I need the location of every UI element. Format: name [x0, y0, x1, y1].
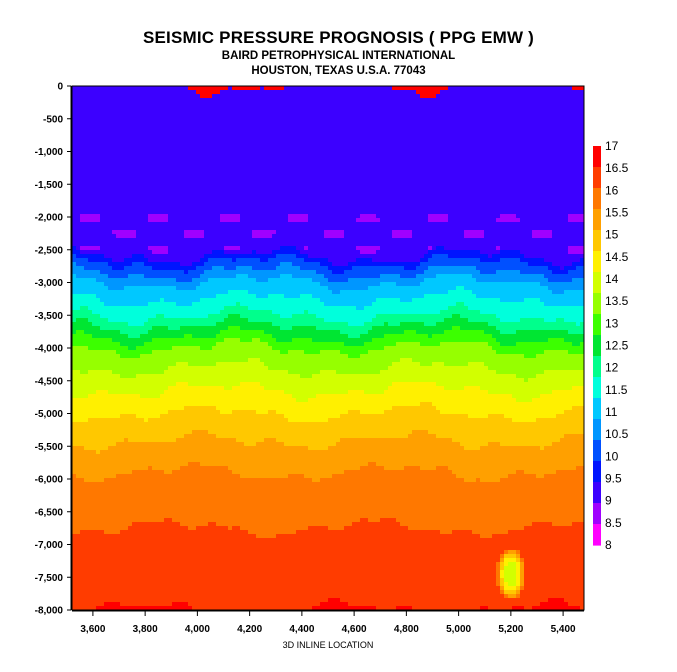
colorbar-label: 10.5	[605, 427, 629, 441]
colorbar-swatch	[593, 419, 601, 441]
y-axis: 0 -500 -1,000 -1,500 -2,000 -2,500 -3,000 -3,50…	[35, 82, 72, 617]
colorbar-swatch	[593, 209, 601, 231]
x-tick-label: 4,200	[237, 624, 262, 635]
colorbar-label: 15.5	[605, 206, 629, 220]
colorbar-swatch	[593, 398, 601, 420]
y-tick-label: -4,000	[35, 344, 64, 355]
colorbar-swatch	[593, 503, 601, 525]
plot-frame	[71, 85, 585, 611]
y-tick-label: 0	[57, 82, 63, 93]
colorbar-label: 14	[605, 272, 619, 286]
colorbar-label: 12	[605, 361, 619, 375]
y-tick-label: -6,500	[35, 507, 64, 518]
x-tick-label: 5,200	[498, 624, 523, 635]
x-axis-label: 3D INLINE LOCATION	[283, 640, 374, 650]
y-tick-label: -8,000	[35, 606, 64, 617]
x-axis: 3,600 3,800 4,000 4,200 4,400 4,600 4,800 5,000…	[72, 610, 584, 635]
y-tick-label: -4,500	[35, 376, 64, 387]
y-tick-label: -6,000	[35, 475, 64, 486]
y-tick-label: -3,500	[35, 311, 64, 322]
chart-title: SEISMIC PRESSURE PROGNOSIS ( PPG EMW )	[142, 28, 535, 47]
colorbar-label: 14.5	[605, 250, 629, 264]
colorbar-label: 9.5	[605, 472, 622, 486]
colorbar-label: 10	[605, 449, 619, 463]
colorbar-label: 16.5	[605, 161, 629, 175]
y-tick-label: -5,000	[35, 409, 64, 420]
colorbar-label: 9	[605, 494, 612, 508]
chart-subtitle: BAIRD PETROPHYSICAL INTERNATIONAL	[221, 50, 456, 62]
y-tick-label: -7,000	[35, 540, 64, 551]
y-tick-label: -7,500	[35, 573, 64, 584]
y-tick-label: -2,500	[35, 245, 64, 256]
colorbar-swatch	[593, 146, 601, 168]
colorbar-swatch	[593, 314, 601, 336]
x-tick-label: 4,800	[394, 624, 419, 635]
colorbar-swatch	[593, 251, 601, 273]
colorbar-swatch	[593, 188, 601, 210]
x-tick-label: 5,000	[446, 624, 471, 635]
colorbar-label: 8	[605, 538, 612, 552]
colorbar-swatch	[593, 356, 601, 378]
colorbar-swatch	[593, 293, 601, 315]
colorbar-swatch	[593, 482, 601, 504]
colorbar-swatch	[593, 377, 601, 399]
colorbar-swatch	[593, 272, 601, 294]
x-tick-label: 5,400	[551, 624, 576, 635]
colorbar-label: 11	[605, 405, 618, 419]
colorbar-label: 13	[605, 316, 619, 330]
colorbar-label: 8.5	[605, 516, 622, 530]
colorbar-swatch	[593, 440, 601, 462]
x-tick-label: 4,000	[185, 624, 210, 635]
y-tick-label: -1,500	[35, 180, 64, 191]
colorbar-swatch	[593, 335, 601, 357]
x-tick-label: 3,800	[133, 624, 158, 635]
colorbar-swatch	[593, 461, 601, 483]
colorbar-label: 12.5	[605, 339, 629, 353]
y-tick-label: -2,000	[35, 213, 64, 224]
colorbar: 17 16.5 16 15.5 15 14.5 14 13.5 13 12.5 12 11.5 11 10…	[593, 139, 629, 552]
y-tick-label: -3,000	[35, 278, 64, 289]
chart-address: HOUSTON, TEXAS U.S.A. 77043	[251, 65, 426, 77]
colorbar-swatch	[593, 167, 601, 189]
x-tick-label: 4,400	[289, 624, 314, 635]
y-tick-label: -500	[43, 114, 63, 125]
colorbar-label: 11.5	[605, 383, 628, 397]
colorbar-label: 16	[605, 183, 619, 197]
colorbar-label: 13.5	[605, 294, 629, 308]
y-tick-label: -5,500	[35, 442, 64, 453]
colorbar-label: 17	[605, 139, 619, 153]
x-tick-label: 4,600	[342, 624, 367, 635]
contour-field	[72, 86, 585, 611]
colorbar-swatch	[593, 524, 601, 546]
colorbar-swatch	[593, 230, 601, 252]
x-tick-label: 3,600	[80, 624, 105, 635]
colorbar-label: 15	[605, 228, 619, 242]
y-tick-label: -1,000	[35, 147, 64, 158]
